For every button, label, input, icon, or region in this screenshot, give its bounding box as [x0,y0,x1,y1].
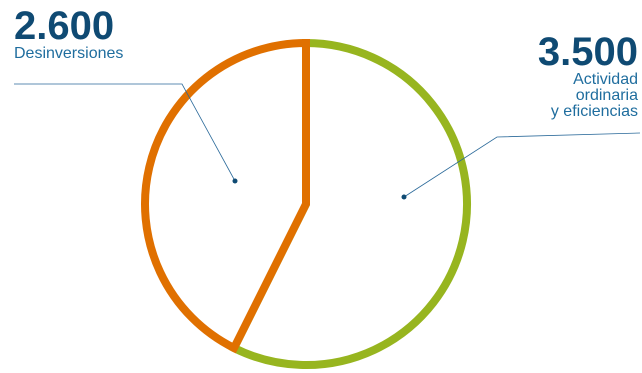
slice-name-actividad-line1: Actividad [573,71,638,88]
slice-label-desinversiones: 2.600 Desinversiones [14,4,124,62]
slice-name-desinversiones: Desinversiones [14,45,124,62]
pie-slice-desinversiones [141,38,310,354]
leader-actividad [403,132,641,198]
leader-desinversiones-dot [232,178,238,184]
slice-name-actividad-line2: ordinaria [575,87,638,104]
slice-value-desinversiones: 2.600 [14,4,115,48]
leader-desinversiones [14,83,236,182]
leader-actividad-dot [401,194,407,200]
slice-value-actividad: 3.500 [537,30,638,74]
slice-label-actividad: 3.500 Actividad ordinaria y eficiencias [538,32,638,120]
slice-name-actividad-line3: y eficiencias [550,103,638,120]
pie-slice-actividad [228,38,471,369]
